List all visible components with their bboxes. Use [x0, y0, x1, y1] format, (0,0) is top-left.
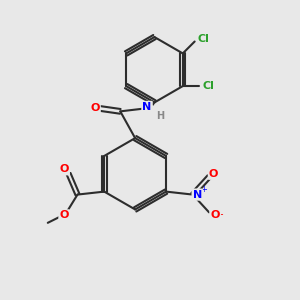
Text: Cl: Cl [198, 34, 209, 44]
Text: O: O [59, 164, 69, 174]
Text: -: - [219, 209, 223, 219]
Text: O: O [59, 210, 69, 220]
Text: H: H [156, 111, 164, 121]
Text: Cl: Cl [202, 81, 214, 91]
Text: O: O [90, 103, 100, 113]
Text: N: N [193, 190, 202, 200]
Text: +: + [200, 185, 207, 194]
Text: N: N [142, 102, 152, 112]
Text: O: O [210, 210, 220, 220]
Text: O: O [209, 169, 218, 179]
